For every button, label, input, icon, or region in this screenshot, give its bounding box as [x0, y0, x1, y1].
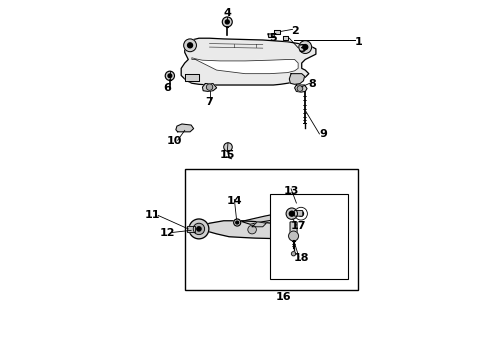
Polygon shape [268, 34, 274, 37]
Circle shape [189, 219, 209, 239]
Text: 18: 18 [294, 253, 310, 263]
Text: 14: 14 [226, 196, 242, 206]
Text: 15: 15 [220, 150, 235, 160]
Polygon shape [283, 36, 288, 40]
Circle shape [197, 227, 201, 231]
Text: 16: 16 [276, 292, 292, 302]
Circle shape [184, 39, 196, 52]
Text: 4: 4 [223, 8, 231, 18]
Circle shape [289, 231, 298, 241]
Circle shape [165, 71, 174, 80]
Text: 13: 13 [283, 186, 299, 195]
Text: 3: 3 [298, 44, 306, 54]
Circle shape [168, 74, 172, 78]
Circle shape [297, 86, 303, 91]
Bar [270, 194, 348, 279]
Bar [185, 169, 358, 290]
Bar [187, 226, 195, 232]
Circle shape [188, 43, 193, 48]
Circle shape [298, 211, 303, 216]
Circle shape [225, 20, 229, 24]
Polygon shape [192, 58, 298, 74]
Polygon shape [202, 84, 217, 91]
Circle shape [234, 219, 241, 226]
Circle shape [303, 45, 308, 50]
Text: 9: 9 [319, 129, 327, 139]
Circle shape [206, 84, 213, 90]
Text: 11: 11 [145, 211, 161, 220]
Circle shape [289, 211, 294, 216]
Circle shape [292, 252, 295, 256]
Circle shape [193, 223, 205, 235]
Polygon shape [289, 74, 305, 84]
Text: 5: 5 [270, 33, 277, 43]
Text: 6: 6 [163, 83, 171, 93]
Polygon shape [199, 221, 302, 238]
Text: 1: 1 [355, 37, 362, 47]
Text: 8: 8 [309, 79, 316, 89]
Polygon shape [181, 38, 316, 85]
Polygon shape [176, 124, 194, 132]
Circle shape [299, 41, 312, 54]
Text: 12: 12 [159, 228, 175, 238]
FancyBboxPatch shape [294, 211, 303, 216]
FancyBboxPatch shape [290, 222, 297, 235]
Text: 2: 2 [291, 26, 298, 36]
Circle shape [286, 208, 297, 219]
Circle shape [224, 143, 232, 151]
Polygon shape [274, 30, 280, 34]
Circle shape [294, 207, 307, 220]
Circle shape [236, 221, 239, 224]
Text: 10: 10 [167, 136, 182, 146]
Polygon shape [185, 74, 199, 81]
Text: 17: 17 [291, 221, 306, 231]
Polygon shape [294, 85, 307, 92]
Circle shape [248, 225, 256, 234]
Text: 7: 7 [206, 97, 214, 107]
Polygon shape [252, 222, 266, 227]
Polygon shape [242, 213, 302, 224]
Circle shape [222, 17, 232, 27]
Bar [187, 226, 195, 232]
Circle shape [291, 203, 312, 224]
